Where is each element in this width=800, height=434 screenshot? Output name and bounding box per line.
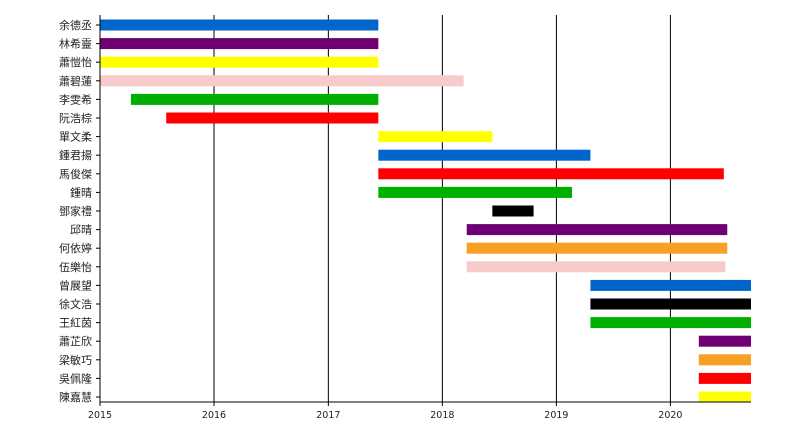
timeline-bar xyxy=(466,242,728,254)
grid-layer xyxy=(213,15,671,402)
timeline-bar xyxy=(378,149,591,161)
timeline-bar xyxy=(100,38,379,50)
x-tick-label-2020: 2020 xyxy=(658,410,682,421)
timeline-bar xyxy=(590,317,751,329)
x-tick-label-2019: 2019 xyxy=(544,410,568,421)
row-label: 鍾晴 xyxy=(70,185,92,199)
row-label: 余德丞 xyxy=(59,18,92,32)
row-label: 王紅茵 xyxy=(59,317,92,330)
row-label: 陳嘉慧 xyxy=(59,390,92,404)
timeline-bar xyxy=(492,205,534,217)
timeline-bar xyxy=(590,298,751,310)
timeline-bar xyxy=(100,56,379,68)
timeline-bar xyxy=(378,186,573,198)
timeline-bar xyxy=(698,335,751,347)
row-label: 曾展望 xyxy=(59,278,92,292)
row-label: 蕭碧蓮 xyxy=(59,74,92,88)
row-label: 伍樂怡 xyxy=(59,260,92,274)
x-tick-label-2017: 2017 xyxy=(316,410,340,421)
timeline-bar xyxy=(466,224,728,236)
row-label: 吳佩隆 xyxy=(59,371,92,385)
timeline-bar xyxy=(130,93,379,105)
row-label: 梁敏巧 xyxy=(59,353,92,367)
timeline-bar xyxy=(378,131,493,143)
timeline-bar xyxy=(100,19,379,31)
row-label: 馬俊傑 xyxy=(59,167,92,181)
row-label: 邱晴 xyxy=(70,224,92,237)
row-label: 蕭芷欣 xyxy=(59,334,92,348)
axis-layer: 2015 2016 2017 2018 2019 2020 xyxy=(88,15,751,421)
timeline-bar xyxy=(466,261,726,273)
row-label: 鍾君揚 xyxy=(59,148,92,162)
x-tick-label-2016: 2016 xyxy=(202,410,226,421)
bar-layer xyxy=(100,19,751,403)
timeline-bar xyxy=(378,168,724,180)
timeline-bar xyxy=(100,75,464,87)
row-label: 鄧家禮 xyxy=(59,204,92,218)
row-label: 何依婷 xyxy=(59,241,92,255)
x-tick-label-2015: 2015 xyxy=(88,410,112,421)
row-label: 蕭愷怡 xyxy=(59,55,92,69)
row-label: 阮浩棕 xyxy=(59,111,92,125)
timeline-bar xyxy=(698,391,751,403)
row-label: 林希靈 xyxy=(59,37,92,51)
timeline-bar xyxy=(166,112,379,124)
row-label: 李雯希 xyxy=(59,92,92,106)
x-tick-label-2018: 2018 xyxy=(430,410,454,421)
timeline-bar xyxy=(590,279,751,291)
timeline-bar xyxy=(698,354,751,366)
label-layer: 余德丞林希靈蕭愷怡蕭碧蓮李雯希阮浩棕單文柔鍾君揚馬俊傑鍾晴鄧家禮邱晴何依婷伍樂怡… xyxy=(59,18,92,404)
row-label: 徐文浩 xyxy=(59,297,92,311)
timeline-bar xyxy=(698,372,751,384)
row-label: 單文柔 xyxy=(59,130,92,144)
